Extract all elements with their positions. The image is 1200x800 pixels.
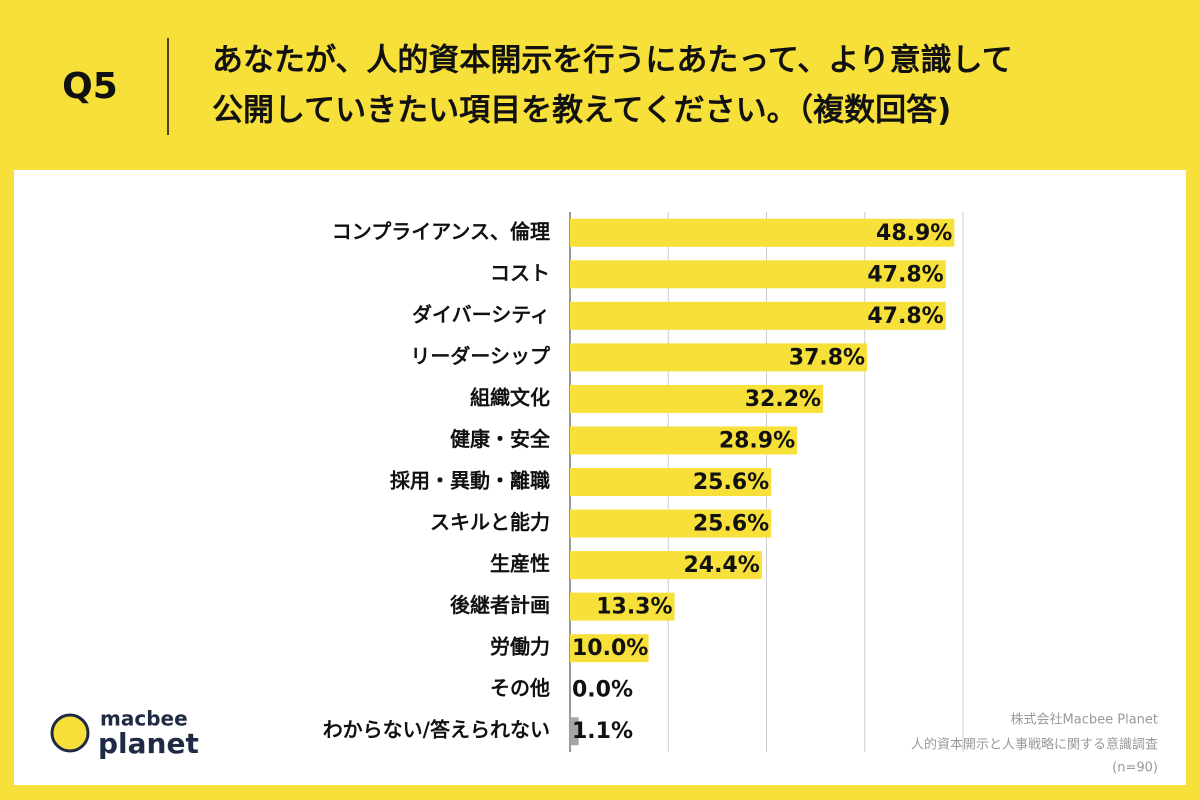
category-label: 組織文化 (470, 385, 550, 409)
value-label: 1.1% (572, 719, 633, 744)
category-label: その他 (490, 676, 550, 700)
value-label: 37.8% (789, 345, 865, 370)
category-label: コスト (490, 261, 550, 285)
value-label: 47.8% (867, 304, 943, 329)
category-label: スキルと能力 (430, 510, 550, 534)
question-line: あなたが、人的資本開示を行うにあたって、より意識して (212, 43, 1013, 79)
bar (570, 592, 675, 621)
bar (570, 218, 955, 247)
question-number: Q5 (62, 66, 118, 107)
bar (570, 384, 824, 413)
category-label: 採用・異動・離職 (390, 469, 550, 493)
value-label: 48.9% (876, 221, 952, 246)
value-label: 47.8% (867, 262, 943, 287)
bar (570, 717, 579, 746)
logo-bottom: planet (98, 727, 199, 760)
bar (570, 468, 772, 496)
value-label: 25.6% (693, 512, 769, 537)
bar (570, 551, 762, 580)
footer-survey: 人的資本開示と人事戦略に関する意識調査 (911, 737, 1158, 753)
value-label: 10.0% (572, 636, 648, 661)
value-label: 24.4% (683, 553, 759, 578)
logo-icon (50, 713, 90, 753)
bar (570, 343, 868, 372)
category-label: リーダーシップ (410, 344, 551, 368)
category-label: 労働力 (490, 635, 550, 659)
category-label: ダイバーシティ (412, 302, 550, 326)
category-label: わからない/答えられない (323, 718, 550, 742)
value-label: 25.6% (693, 470, 769, 495)
category-label: 生産性 (490, 552, 550, 576)
value-label: 13.3% (596, 595, 672, 620)
plot: コンプライアンス、倫理 48.9% コスト 47.8% ダイバーシティ 47.8% リーダー… (323, 212, 964, 752)
value-label: 28.9% (719, 428, 795, 453)
logo-top: macbee (100, 707, 188, 731)
question-line: 公開していきたい項目を教えてください。（複数回答) (212, 93, 951, 129)
category-label: 後継者計画 (450, 593, 550, 617)
bar (570, 634, 649, 663)
bar (570, 426, 798, 455)
footer-sample: (n=90) (1112, 761, 1158, 776)
footer-company: 株式会社Macbee Planet (1011, 712, 1158, 728)
value-label: 0.0% (572, 678, 633, 703)
bar (570, 260, 946, 289)
bar (570, 301, 946, 330)
bar (570, 509, 772, 538)
category-label: 健康・安全 (450, 427, 551, 451)
category-label: コンプライアンス、倫理 (332, 219, 550, 243)
value-label: 32.2% (745, 387, 821, 412)
